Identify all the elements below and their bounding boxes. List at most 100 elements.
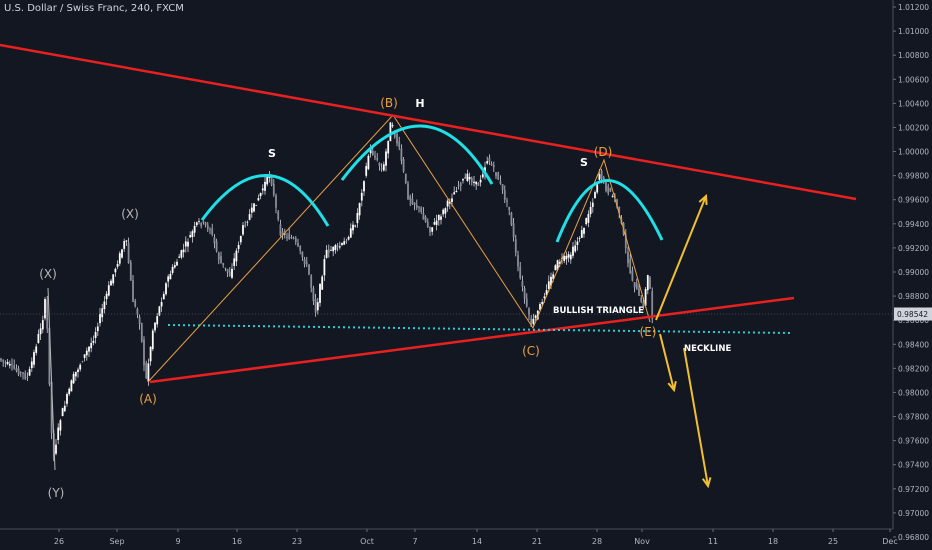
short-down-arrow [659,333,677,393]
upper-trendline [0,43,857,201]
candle [209,227,211,235]
candle-body [215,241,218,252]
candle-body [378,162,381,166]
candle-body [85,350,88,356]
wave-label: (E) [640,325,657,339]
candle [0,357,2,362]
candle-body [310,275,313,288]
candle-body [440,216,442,220]
candle-body [539,304,541,310]
candle-body [616,199,618,207]
candle-body [501,184,504,190]
lower-trendline [149,296,795,384]
candle [347,235,350,241]
candle-body [409,196,412,201]
candle [277,210,280,222]
candle [13,359,16,370]
candle-body [37,334,40,343]
candle-body [587,214,590,223]
candle-body [132,280,134,302]
price-tick-label: 1.01000 [898,27,929,36]
candle [415,199,418,210]
candle-body [123,241,126,249]
candle-body [596,184,599,193]
candle [116,260,119,270]
candle-body [602,177,605,181]
candle-body [605,181,607,191]
candle [477,182,480,186]
candle-body [191,231,194,237]
candle-body [492,165,495,168]
candle-body [162,294,165,300]
candle-body [72,373,75,384]
candle [572,242,574,259]
price-tick-label: 0.98200 [898,364,929,373]
candle-body [242,225,244,235]
candle-body [400,148,403,162]
candle [112,274,115,286]
candle [514,234,517,257]
candle-body [292,237,295,239]
candle-body [24,373,27,379]
candle [424,215,427,223]
candle-body [41,320,44,330]
candle-body [591,202,594,207]
candle-body [6,361,9,365]
candle [169,270,172,280]
candle [239,235,242,245]
candle-body [543,296,546,299]
candle-body [594,192,596,199]
price-tick-label: 0.97600 [898,437,929,446]
candle [4,360,7,368]
candle [554,264,557,271]
candle-body [611,196,614,198]
candle-body [17,368,20,375]
candle-body [235,250,238,262]
candle [580,225,583,238]
price-tick-label: 0.98000 [898,388,929,397]
price-tick-label: 0.99600 [898,196,929,205]
candle-body [195,222,198,226]
candle-body [127,243,130,264]
candle-body [244,224,247,227]
candle [488,154,491,165]
candle-body [59,420,62,431]
time-tick-label: 11 [708,537,718,546]
candle [299,245,302,255]
candle [211,223,214,237]
candle-body [88,346,90,352]
candle [411,193,414,205]
candle-body [633,282,636,288]
candle-body [259,193,262,197]
candle [2,359,5,367]
candle [448,198,451,210]
candle [387,140,390,159]
candle [19,371,22,377]
candle-body [158,306,161,316]
price-tick-label: 1.01200 [898,3,929,12]
candle [611,194,614,198]
candle [94,327,97,344]
candle-body [332,246,335,252]
candle [92,335,95,346]
candle-body [490,163,493,166]
candle [127,237,130,264]
candle [39,323,42,341]
head-arc [340,124,494,185]
candle-body [46,300,49,329]
candle-body [475,181,478,185]
candle-body [270,175,273,186]
candle [145,360,148,380]
candle-body [631,270,634,281]
candle-body [444,208,447,214]
candle-body [583,227,585,234]
candle-body [294,237,297,243]
candle-body [424,216,427,222]
candle-body [413,202,416,205]
candle [345,238,348,244]
candle-body [206,224,209,229]
candle [61,407,64,417]
candle-body [103,301,106,310]
wave-label: (D) [594,145,613,159]
candle-body [92,340,95,343]
